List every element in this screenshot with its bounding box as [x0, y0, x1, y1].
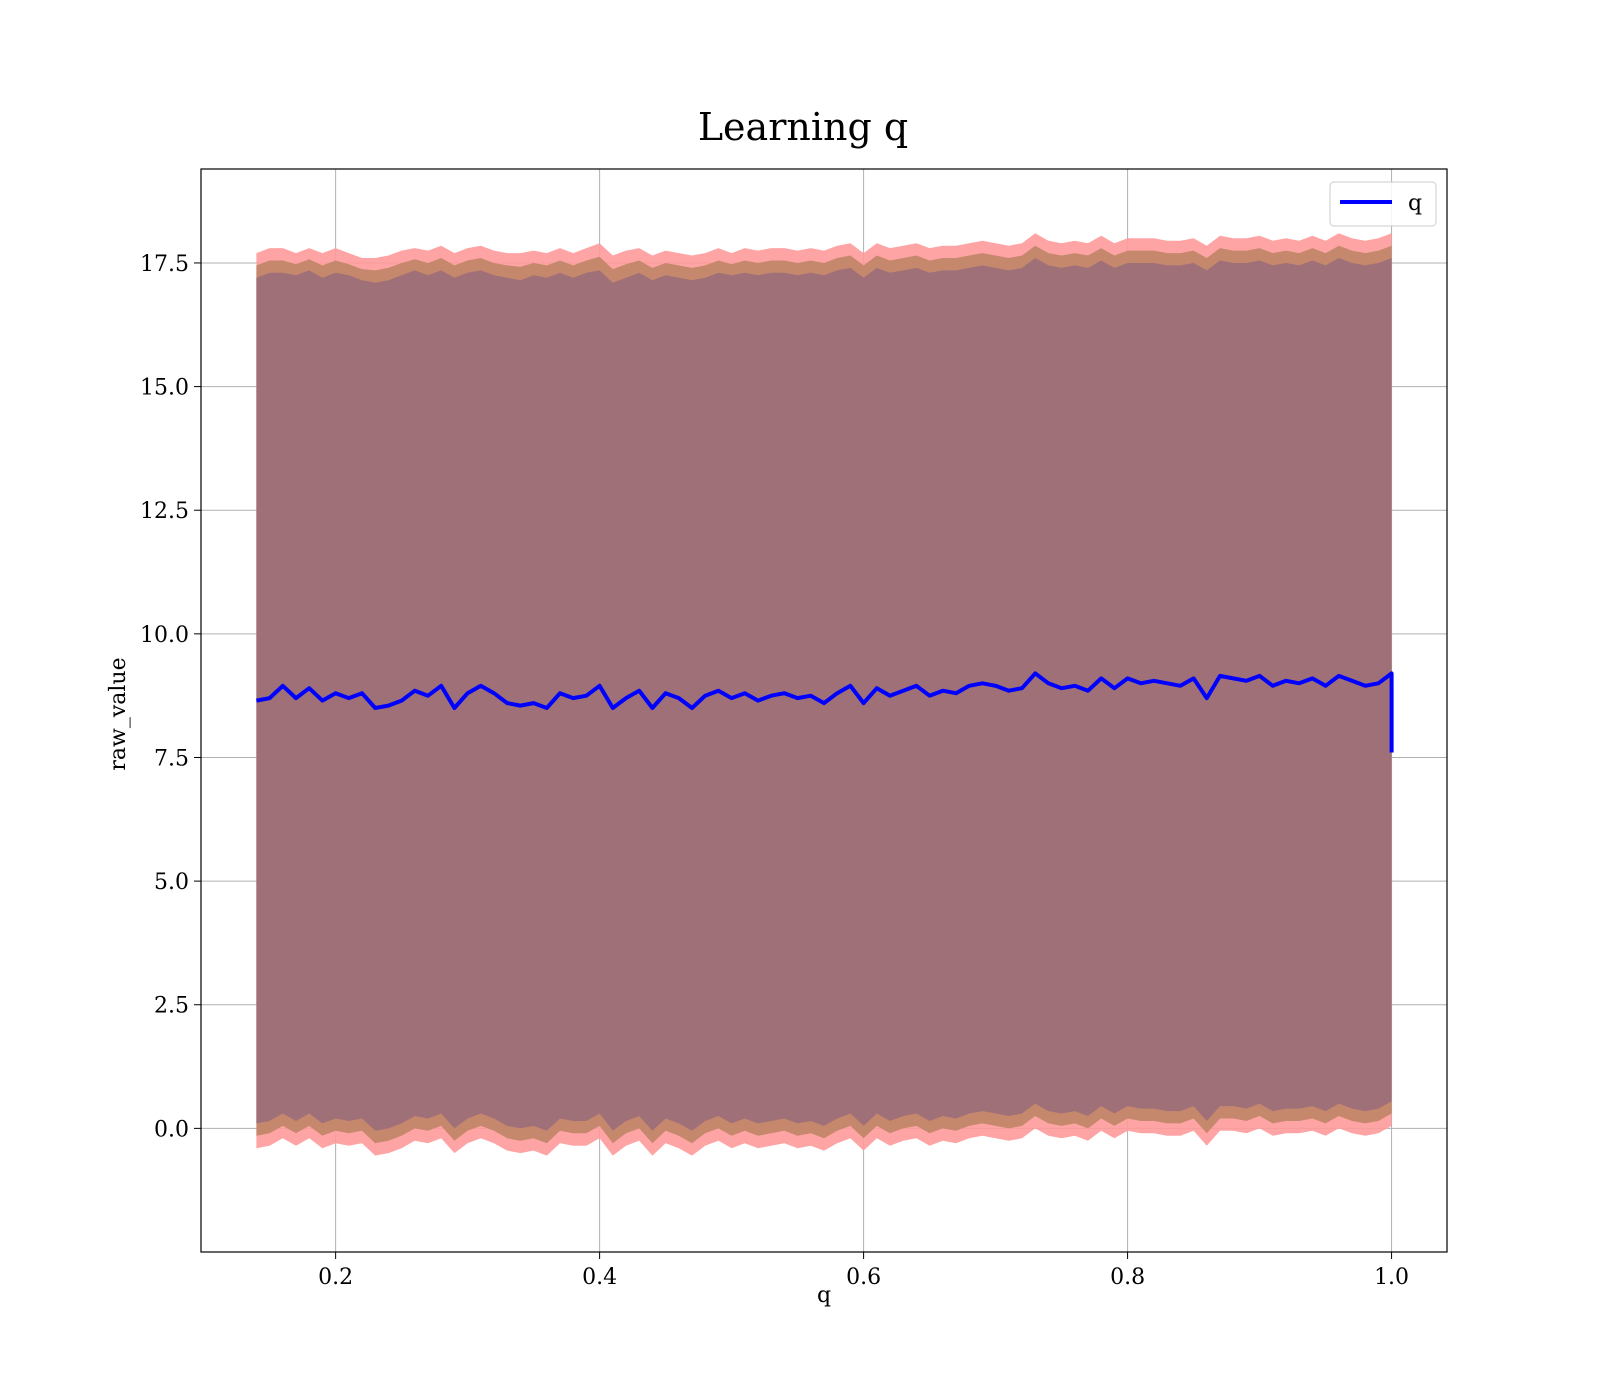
- y-tick-label: 17.5: [140, 252, 189, 277]
- band-inner: [256, 258, 1392, 1131]
- legend: q: [1329, 181, 1437, 227]
- y-tick-label: 15.0: [140, 376, 189, 401]
- y-tick-label: 2.5: [154, 994, 189, 1019]
- x-tick-label: 0.8: [1110, 1265, 1145, 1290]
- legend-label-q: q: [1408, 191, 1422, 216]
- y-tick-label: 5.0: [154, 870, 189, 895]
- y-tick-label: 10.0: [140, 623, 189, 648]
- x-tick-label: 1.0: [1374, 1265, 1409, 1290]
- x-tick-label: 0.6: [846, 1265, 881, 1290]
- y-tick-label: 7.5: [154, 746, 189, 771]
- x-tick-label: 0.4: [582, 1265, 617, 1290]
- x-tick-label: 0.2: [318, 1265, 353, 1290]
- y-tick-label: 0.0: [154, 1117, 189, 1142]
- x-axis-ticks: 0.2 0.4 0.6 0.8 1.0: [318, 1252, 1409, 1290]
- y-axis-label: raw_value: [106, 657, 131, 770]
- x-axis-label: q: [817, 1283, 831, 1308]
- confidence-bands: [256, 233, 1392, 1203]
- plot-frame: [200, 168, 1448, 1253]
- y-axis-ticks: 0.0 2.5 5.0 7.5 10.0 12.5 15.0 17.5: [140, 252, 201, 1142]
- series-lines: [256, 671, 1394, 753]
- series-line-q: [256, 671, 1394, 753]
- y-tick-label: 12.5: [140, 499, 189, 524]
- chart-title: Learning q: [698, 105, 908, 149]
